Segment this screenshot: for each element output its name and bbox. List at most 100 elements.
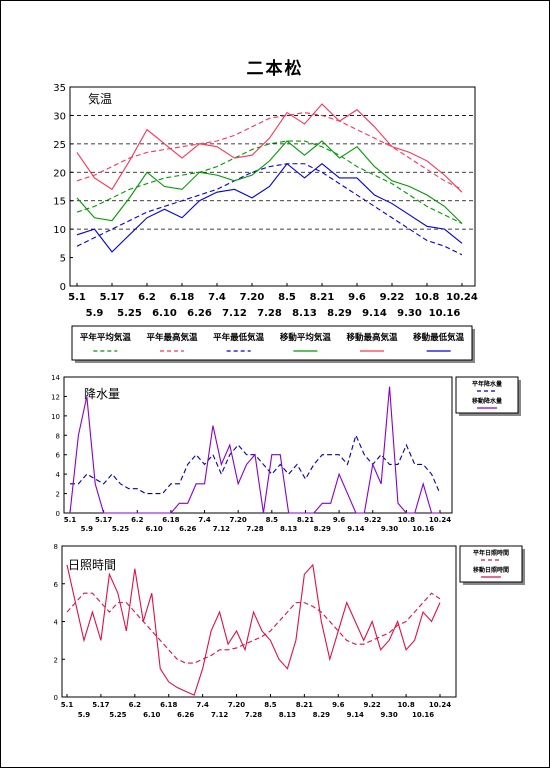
- x-tick-label-row2: 10.16: [429, 308, 461, 319]
- x-tick-label-row2: 8.13: [292, 308, 317, 319]
- legend-label: 平年最低気温: [213, 332, 265, 343]
- x-tick-label: 6.2: [131, 516, 144, 524]
- legend-box: [459, 545, 523, 583]
- y-tick-label: 20: [53, 168, 66, 179]
- x-tick-label-row2: 5.25: [117, 308, 142, 319]
- y-tick-label: 8: [56, 432, 60, 440]
- series-line-sun_norm: [66, 592, 441, 664]
- x-tick-label-row2: 5.9: [86, 308, 104, 319]
- x-tick-label-row2: 5.9: [78, 711, 91, 719]
- legend-label: 移動最高気温: [346, 332, 398, 343]
- x-tick-label: 8.5: [264, 701, 277, 709]
- legend-label: 移動平均気温: [280, 332, 332, 343]
- legend-label: 平年降水量: [472, 380, 502, 388]
- plot-frame: [69, 86, 476, 287]
- y-tick-label: 15: [53, 197, 66, 208]
- x-tick-label: 8.21: [297, 516, 314, 524]
- x-tick-label-row2: 5.9: [81, 525, 94, 533]
- x-tick-label: 5.17: [100, 292, 125, 303]
- series-line-actual_max: [76, 103, 463, 193]
- x-tick-label: 9.6: [333, 516, 346, 524]
- series-line-norm_mean: [76, 140, 463, 224]
- x-tick-label: 9.6: [332, 701, 345, 709]
- x-tick-label: 7.4: [198, 516, 211, 524]
- x-tick-label: 5.17: [95, 516, 112, 524]
- legend-box: [455, 376, 519, 414]
- x-tick-label-row2: 6.26: [177, 711, 194, 719]
- x-tick-label: 8.5: [266, 516, 279, 524]
- y-tick-label: 4: [54, 619, 59, 627]
- x-tick-label-row2: 7.28: [257, 308, 282, 319]
- panel-label: 降水量: [84, 387, 120, 401]
- x-tick-label: 6.2: [129, 701, 142, 709]
- x-tick-label-row2: 5.25: [112, 525, 129, 533]
- x-tick-label: 8.21: [296, 701, 313, 709]
- x-tick-label: 9.6: [348, 292, 366, 303]
- page-title: 二本松: [246, 59, 304, 79]
- y-tick-label: 2: [56, 491, 60, 499]
- x-tick-label-row2: 10.16: [412, 525, 434, 533]
- y-tick-label: 8: [54, 543, 58, 551]
- x-tick-label-row2: 8.13: [279, 711, 296, 719]
- series-line-norm_max: [76, 112, 463, 190]
- y-tick-label: 35: [53, 83, 66, 94]
- panel-label: 日照時間: [68, 558, 116, 572]
- y-tick-label: 14: [51, 374, 60, 382]
- legend-box: [71, 325, 473, 361]
- x-tick-label-row2: 8.29: [314, 525, 331, 533]
- legend-label: 平年平均気温: [80, 332, 132, 343]
- x-tick-label: 7.20: [230, 516, 247, 524]
- x-tick-label: 10.24: [446, 292, 478, 303]
- x-tick-label: 7.20: [240, 292, 265, 303]
- x-tick-label-row2: 8.29: [327, 308, 352, 319]
- legend-label: 平年最高気温: [146, 332, 198, 343]
- x-tick-label: 8.5: [278, 292, 296, 303]
- x-tick-label-row2: 7.28: [246, 525, 263, 533]
- x-tick-label-row2: 6.26: [187, 308, 212, 319]
- x-tick-label-row2: 10.16: [412, 711, 434, 719]
- x-tick-label: 6.18: [160, 701, 177, 709]
- x-tick-label-row2: 9.30: [381, 525, 398, 533]
- y-tick-label: 0: [56, 510, 60, 518]
- y-tick-label: 25: [53, 140, 66, 151]
- x-tick-label-row2: 8.13: [280, 525, 297, 533]
- legend-label: 移動降水量: [472, 397, 502, 405]
- x-tick-label-row2: 9.30: [397, 308, 422, 319]
- x-tick-label: 5.1: [68, 292, 86, 303]
- legend-label: 移動最低気温: [413, 332, 465, 343]
- y-tick-label: 6: [54, 581, 59, 589]
- y-tick-label: 0: [54, 694, 58, 702]
- y-tick-label: 10: [51, 413, 60, 421]
- x-tick-label-row2: 6.10: [145, 525, 162, 533]
- x-tick-label: 9.22: [380, 292, 405, 303]
- y-tick-label: 30: [53, 111, 66, 122]
- x-tick-label: 6.18: [162, 516, 179, 524]
- y-tick-label: 6: [56, 452, 61, 460]
- x-tick-label: 5.1: [64, 516, 77, 524]
- x-tick-label-row2: 6.10: [152, 308, 177, 319]
- x-tick-label-row2: 9.30: [380, 711, 397, 719]
- x-tick-label: 7.4: [196, 701, 209, 709]
- x-tick-label-row2: 7.12: [213, 525, 230, 533]
- y-tick-label: 12: [51, 393, 60, 401]
- x-tick-label: 10.24: [429, 516, 451, 524]
- y-tick-label: 4: [56, 471, 61, 479]
- x-tick-label: 8.21: [310, 292, 335, 303]
- x-tick-label-row2: 9.14: [362, 308, 387, 319]
- x-tick-label-row2: 9.14: [347, 525, 364, 533]
- x-tick-label: 5.1: [61, 701, 74, 709]
- x-tick-label: 10.8: [415, 292, 440, 303]
- x-tick-label: 7.4: [208, 292, 226, 303]
- x-tick-label-row2: 7.12: [211, 711, 228, 719]
- plot-frame: [61, 545, 457, 698]
- x-tick-label: 5.17: [92, 701, 109, 709]
- x-tick-label: 10.8: [397, 701, 414, 709]
- x-tick-label: 6.2: [138, 292, 156, 303]
- x-tick-label-row2: 7.28: [245, 711, 262, 719]
- panel-label: 気温: [88, 91, 112, 106]
- x-tick-label-row2: 6.26: [179, 525, 196, 533]
- legend-label: 平年日照時間: [473, 549, 509, 557]
- x-tick-label: 9.22: [364, 701, 381, 709]
- series-line-actual_min: [76, 162, 463, 253]
